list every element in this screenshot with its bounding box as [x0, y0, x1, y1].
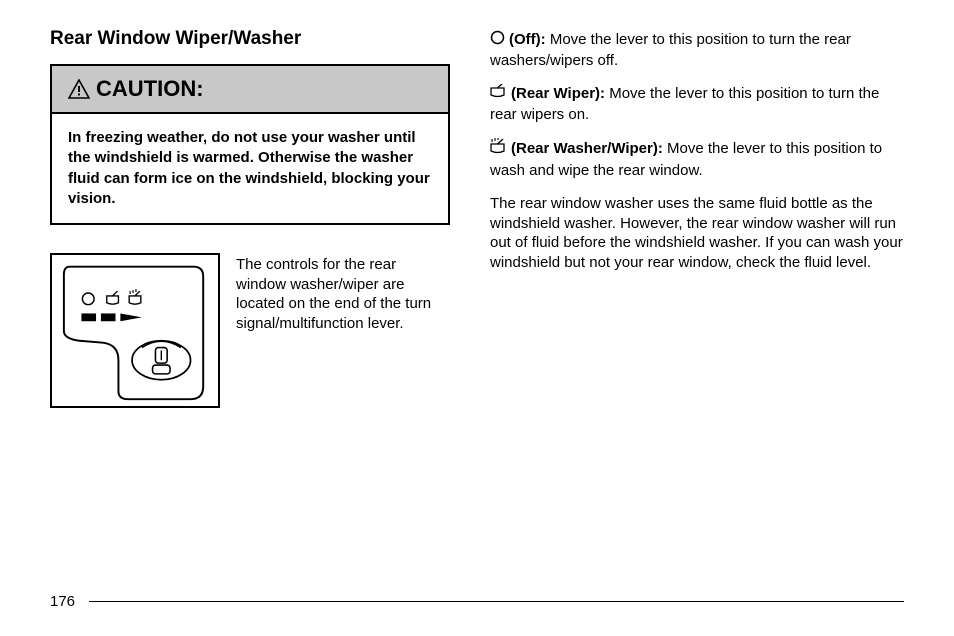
- left-column: Rear Window Wiper/Washer CAUTION: In fre…: [50, 28, 450, 408]
- caution-title: CAUTION:: [96, 76, 204, 102]
- section-title: Rear Window Wiper/Washer: [50, 28, 450, 50]
- control-diagram: [50, 253, 220, 408]
- caution-body: In freezing weather, do not use your was…: [52, 114, 448, 223]
- caution-header: CAUTION:: [52, 66, 448, 114]
- off-circle-icon: [490, 30, 505, 51]
- page-footer: 176: [50, 593, 904, 610]
- control-off: (Off): Move the lever to this position t…: [490, 30, 904, 70]
- control-rear-washer: (Rear Washer/Wiper): Move the lever to t…: [490, 138, 904, 180]
- off-label: (Off):: [509, 31, 546, 48]
- control-rear-wiper: (Rear Wiper): Move the lever to this pos…: [490, 84, 904, 124]
- rear-washer-icon: [490, 138, 507, 161]
- wiper-label: (Rear Wiper):: [511, 85, 605, 102]
- rear-wiper-icon: [490, 84, 507, 105]
- diagram-row: The controls for the rear window washer/…: [50, 253, 450, 408]
- washer-label: (Rear Washer/Wiper):: [511, 140, 663, 157]
- caution-box: CAUTION: In freezing weather, do not use…: [50, 64, 450, 225]
- warning-triangle-icon: [68, 79, 90, 99]
- page-number: 176: [50, 593, 75, 610]
- page-content: Rear Window Wiper/Washer CAUTION: In fre…: [50, 28, 904, 408]
- body-text: The rear window washer uses the same flu…: [490, 194, 904, 272]
- right-column: (Off): Move the lever to this position t…: [490, 28, 904, 408]
- diagram-caption: The controls for the rear window washer/…: [236, 253, 450, 333]
- footer-rule: [89, 601, 904, 602]
